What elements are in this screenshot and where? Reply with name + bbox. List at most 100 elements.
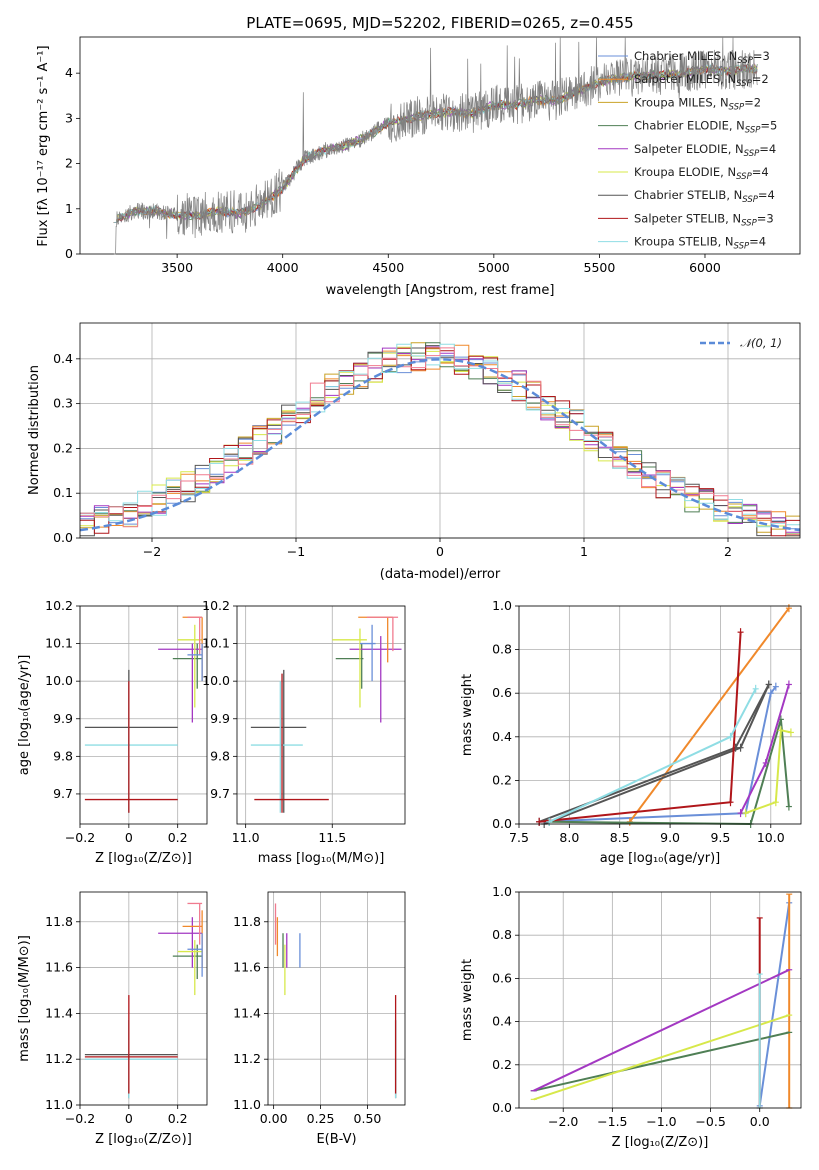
x-tick-label: 11.0	[232, 830, 260, 845]
y-tick-label: 11.8	[45, 914, 73, 929]
legend-sub: SSP	[736, 79, 752, 89]
y-tick-label: 10.1	[202, 636, 230, 651]
weight-vs-age-panel: 7.5 8.0 8.5 9.0 9.5 10.0 0.0 0.2 0.4 0.6 0.8 1.0 age…	[460, 598, 802, 866]
y-tick-label: 11.2	[45, 1051, 73, 1066]
x-tick-label: −2	[143, 544, 161, 559]
y-tick-label: 0.3	[53, 396, 73, 411]
y-axis-label: mass weight	[460, 674, 475, 756]
y-tick-label: 0.8	[492, 927, 512, 942]
x-tick-label: −0.2	[65, 1111, 95, 1126]
x-tick-label: −1.5	[597, 1114, 627, 1129]
x-axis-label: mass [log₁₀(M/M⊙)]	[258, 851, 385, 866]
legend-name: Kroupa ELODIE, N	[634, 165, 736, 179]
y-tick-label: 0.1	[53, 485, 73, 500]
y-tick-label: 10.2	[202, 598, 230, 613]
legend-sub: SSP	[737, 56, 753, 66]
legend-suffix: =4	[759, 142, 776, 156]
y-tick-label: 9.7	[210, 786, 230, 801]
y-tick-label: 9.8	[53, 748, 73, 763]
y-tick-label: 1	[65, 201, 73, 216]
x-tick-label: 2	[724, 544, 732, 559]
y-tick-label: 10.2	[45, 598, 73, 613]
y-tick-label: 0.6	[492, 685, 512, 700]
y-tick-label: 11.0	[45, 1097, 73, 1112]
legend-sub: SSP	[741, 218, 757, 228]
y-tick-label: 9.9	[210, 711, 230, 726]
weight-metallicity-line	[533, 1014, 790, 1101]
legend-name: Chabrier MILES, N	[634, 49, 737, 63]
y-tick-label: 2	[65, 156, 73, 171]
x-tick-label: 11.5	[318, 830, 346, 845]
y-tick-label: 1.0	[492, 884, 512, 899]
x-tick-label: 9.0	[660, 830, 680, 845]
x-tick-label: −1.0	[646, 1114, 676, 1129]
y-tick-label: 11.6	[45, 960, 73, 975]
y-tick-label: 3	[65, 110, 73, 125]
legend-name: Salpeter STELIB, N	[634, 211, 741, 225]
x-tick-label: 5500	[584, 260, 616, 275]
x-tick-label: 0.25	[307, 1111, 335, 1126]
x-tick-label: 3500	[161, 260, 193, 275]
weight-metallicity-line	[533, 968, 790, 1092]
y-tick-label: 0.0	[53, 530, 73, 545]
x-tick-label: 10.0	[757, 830, 785, 845]
weight-vs-metallicity-panel: −2.0 −1.5 −1.0 −0.5 0.0 0.0 0.2 0.4 0.6 0.8 1.0 Z […	[460, 884, 802, 1150]
y-tick-label: 10.0	[202, 673, 230, 688]
x-tick-label: 0.2	[168, 830, 188, 845]
y-tick-label: 0.6	[492, 970, 512, 985]
axes-frame	[79, 891, 208, 1106]
residual-xlabel: (data-model)/error	[380, 567, 501, 582]
legend-suffix: =2	[744, 95, 761, 109]
y-tick-label: 9.7	[53, 786, 73, 801]
normal-legend-label: 𝒩(0, 1)	[740, 336, 782, 350]
residual-histogram	[80, 347, 800, 536]
legend-label: Kroupa STELIB, NSSP=4	[634, 235, 766, 252]
residual-histograms	[80, 342, 800, 537]
x-tick-label: 0.50	[354, 1111, 382, 1126]
x-axis-label: Z [log₁₀(Z/Z⊙)]	[95, 851, 192, 866]
x-tick-label: 1	[580, 544, 588, 559]
y-tick-label: 0.2	[492, 772, 512, 787]
axes-frame	[518, 605, 802, 825]
mass-vs-metallicity-panel: −0.2 0 0.2 11.0 11.2 11.4 11.6 11.8 Z [log₁₀(Z/Z…	[17, 891, 208, 1147]
figure-title: PLATE=0695, MJD=52202, FIBERID=0265, z=0…	[246, 14, 633, 32]
y-tick-label: 11.8	[233, 914, 261, 929]
y-tick-label: 11.2	[233, 1051, 261, 1066]
legend-name: Chabrier ELODIE, N	[634, 119, 745, 133]
x-tick-label: −0.2	[65, 830, 95, 845]
spectrum-ticks: 3500 4000 4500 5000 5500 6000 0 1 2 3 4	[65, 65, 721, 275]
legend-sub: SSP	[745, 126, 761, 136]
legend-label: Salpeter MILES, NSSP=2	[634, 72, 769, 89]
y-tick-label: 9.9	[53, 711, 73, 726]
y-tick-label: 0.2	[492, 1057, 512, 1072]
legend-suffix: =3	[753, 49, 770, 63]
legend-sub: SSP	[729, 102, 745, 112]
legend-suffix: =5	[760, 119, 777, 133]
x-tick-label: 0	[125, 830, 133, 845]
x-tick-label: −0.5	[695, 1114, 725, 1129]
legend-suffix: =3	[757, 211, 774, 225]
y-tick-label: 0.4	[53, 351, 73, 366]
x-tick-label: 5000	[478, 260, 510, 275]
y-axis-label: mass [log₁₀(M/M⊙)]	[17, 935, 32, 1062]
age-vs-mass-panel: 11.0 11.5 9.7 9.8 9.9 10.0 10.1 10.2 mass [log₁₀…	[202, 598, 406, 866]
x-tick-label: 0.2	[168, 1111, 188, 1126]
axes-frame	[236, 605, 406, 825]
axes-frame	[518, 891, 802, 1109]
y-tick-label: 11.0	[233, 1097, 261, 1112]
mass-vs-extinction-panel: 0.00 0.25 0.50 11.0 11.2 11.4 11.6 11.8 E(B-V)	[233, 891, 406, 1147]
spectrum-lines	[113, 36, 758, 255]
x-axis-label: E(B-V)	[316, 1132, 356, 1147]
legend-label: Kroupa ELODIE, NSSP=4	[634, 165, 769, 182]
y-tick-label: 0	[65, 246, 73, 261]
y-tick-label: 0.2	[53, 440, 73, 455]
y-axis-label: mass weight	[460, 959, 475, 1041]
age-vs-metallicity-panel: −0.2 0 0.2 9.7 9.8 9.9 10.0 10.1 10.2 Z [log₁₀(Z/…	[17, 598, 208, 866]
y-tick-label: 11.4	[233, 1005, 261, 1020]
weight-age-line	[745, 729, 792, 815]
y-tick-label: 4	[65, 65, 73, 80]
y-tick-label: 10.1	[45, 636, 73, 651]
legend-label: Salpeter STELIB, NSSP=3	[634, 211, 774, 228]
y-axis-label: age [log₁₀(age/yr)]	[17, 655, 32, 776]
